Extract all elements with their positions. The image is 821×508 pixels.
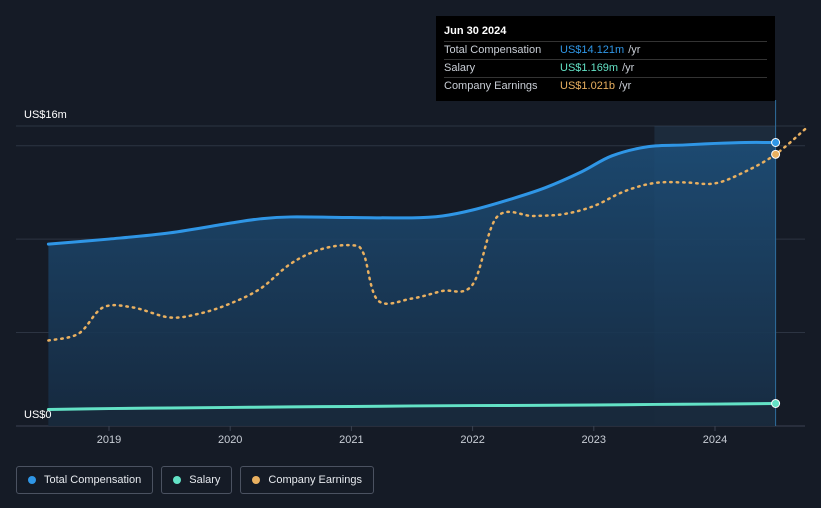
x-tick-label: 2022: [460, 434, 484, 446]
legend-label: Company Earnings: [268, 474, 362, 486]
legend-item-total-compensation[interactable]: Total Compensation: [16, 466, 154, 494]
series-lines: [46, 127, 808, 411]
legend-dot-icon: [252, 476, 261, 484]
tooltip-unit: /yr: [622, 62, 635, 74]
x-tick-label: 2020: [218, 434, 242, 446]
series-markers: [771, 138, 781, 408]
x-tick-label: 2019: [97, 434, 121, 446]
total-compensation-line: [46, 140, 778, 246]
tooltip-value: US$1.169m: [560, 62, 619, 74]
y-axis-labels: US$16m US$0: [24, 109, 67, 421]
x-tick-label: 2023: [582, 434, 606, 446]
y-axis-label-top: US$16m: [24, 109, 67, 121]
tooltip-row-total: Total Compensation US$14.121m /yr: [444, 41, 767, 59]
total-compensation-marker: [771, 138, 781, 147]
salary-area: [48, 403, 776, 426]
tooltip-label: Salary: [444, 62, 476, 74]
tooltip-value: US$1.021b: [560, 80, 616, 92]
tooltip-unit: /yr: [628, 44, 641, 56]
x-tick-label: 2021: [339, 434, 363, 446]
tooltip-row-salary: Salary US$1.169m /yr: [444, 59, 767, 77]
salary-line: [46, 402, 778, 411]
legend-item-salary[interactable]: Salary: [161, 466, 233, 494]
x-axis-ticks: 2019 2020 2021 2022 2023 2024: [97, 426, 727, 446]
legend-label: Salary: [189, 474, 221, 486]
salary-marker: [771, 399, 781, 408]
tooltip-row-earnings: Company Earnings US$1.021b /yr: [444, 77, 767, 95]
tooltip-unit: /yr: [619, 80, 632, 92]
tooltip-date: Jun 30 2024: [444, 25, 507, 37]
y-axis-label-zero: US$0: [24, 409, 52, 421]
legend-dot-icon: [173, 476, 182, 484]
legend-label: Total Compensation: [44, 474, 142, 486]
legend: Total Compensation Salary Company Earnin…: [16, 466, 374, 494]
company-earnings-line: [47, 127, 808, 342]
series-areas: [48, 142, 776, 427]
legend-item-company-earnings[interactable]: Company Earnings: [240, 466, 374, 494]
tooltip-label: Company Earnings: [444, 80, 538, 92]
total-compensation-area: [48, 142, 776, 427]
legend-dot-icon: [28, 476, 36, 484]
company-earnings-marker: [771, 149, 781, 159]
tooltip: Jun 30 2024 Total Compensation US$14.121…: [436, 16, 775, 101]
tooltip-label: Total Compensation: [444, 44, 542, 56]
x-tick-label: 2024: [703, 434, 727, 446]
tooltip-value: US$14.121m: [560, 44, 625, 56]
